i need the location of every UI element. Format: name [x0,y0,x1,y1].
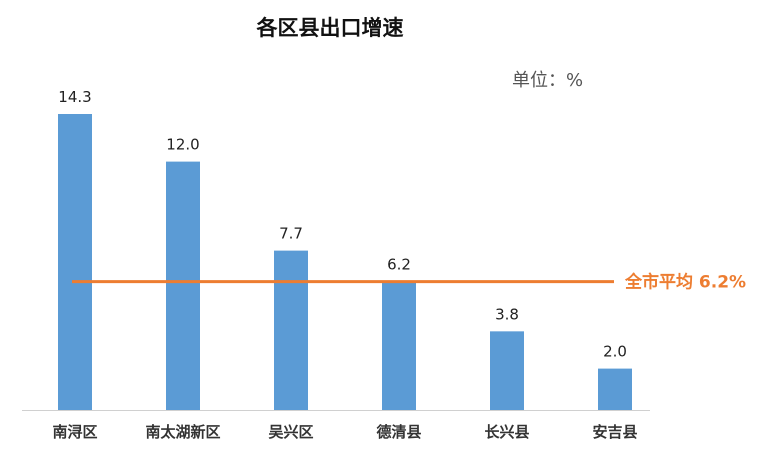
category-label-4: 德清县 [376,423,421,441]
axis-layer: 南浔区 南太湖新区 吴兴区 德清县 长兴县 安吉县 [22,410,650,441]
value-label-4: 6.2 [387,256,411,274]
bar-1 [58,114,92,410]
bar-4 [382,281,416,410]
value-label-6: 2.0 [603,343,627,361]
category-label-1: 南浔区 [52,423,97,441]
value-label-1: 14.3 [58,88,91,106]
reference-layer: 全市平均 6.2% [72,272,746,293]
average-line-label: 全市平均 6.2% [624,272,746,293]
category-label-3: 吴兴区 [268,423,313,441]
chart-title: 各区县出口增速 [256,16,404,40]
unit-label: 单位：% [512,70,584,91]
category-label-2: 南太湖新区 [145,423,220,441]
bar-6 [598,368,632,410]
bar-2 [166,161,200,410]
bars-layer: 14.3 12.0 7.7 6.2 3.8 2.0 [58,88,632,410]
value-label-5: 3.8 [495,305,519,323]
category-label-5: 长兴县 [484,423,529,441]
bar-5 [490,331,524,410]
value-label-3: 7.7 [279,225,303,243]
value-label-2: 12.0 [166,136,199,154]
bar-3 [274,250,308,410]
category-label-6: 安吉县 [592,423,637,441]
